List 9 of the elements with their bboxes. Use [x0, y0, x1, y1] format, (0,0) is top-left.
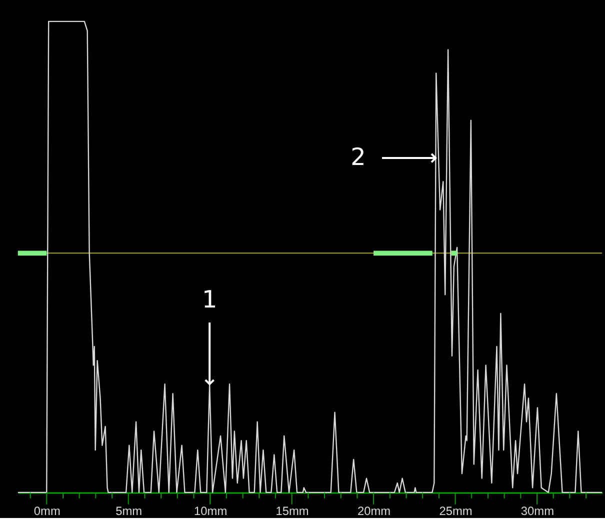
x-tick-label: 5mm [116, 504, 142, 518]
x-tick-label: 25mm [439, 504, 472, 518]
x-tick-label: 10mm [194, 504, 228, 518]
x-tick-label: 20mm [357, 504, 391, 518]
x-tick-label: 0mm [34, 504, 60, 518]
x-tick-label: 30mm [520, 504, 554, 518]
x-tick-label: 15mm [276, 504, 309, 518]
annotation: 2 [350, 142, 366, 171]
annotation: 1 [202, 286, 218, 314]
